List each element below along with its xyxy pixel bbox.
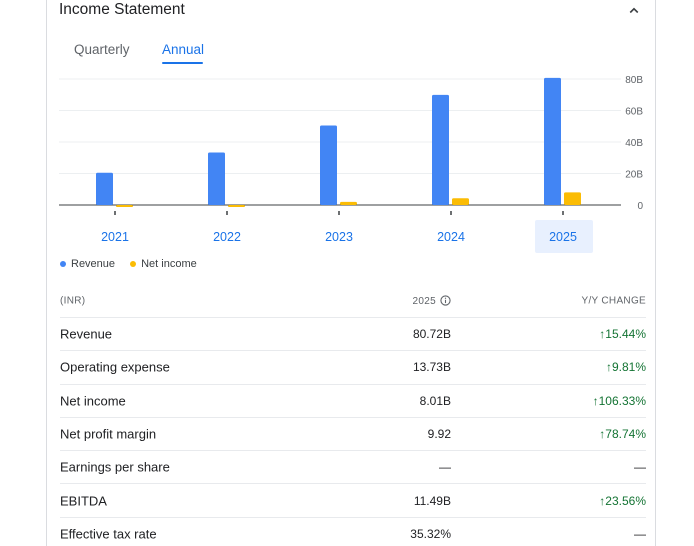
table-row: Operating expense 13.73B ↑9.81% (60, 351, 646, 385)
row-change-value: 9.81% (611, 360, 646, 375)
x-tick-label: 2024 (437, 230, 465, 244)
chart-legend: Revenue Net income (60, 258, 209, 270)
row-label: Operating expense (60, 359, 170, 375)
revenue-bar (208, 152, 225, 205)
table-row: Net income 8.01B ↑106.33% (60, 385, 646, 418)
legend-net-income-label: Net income (141, 258, 197, 270)
active-tab-indicator (162, 62, 203, 64)
table-row: Revenue 80.72B ↑15.44% (60, 318, 646, 352)
x-tick-label: 2023 (325, 230, 353, 244)
period-tabs: Quarterly Annual (47, 40, 655, 70)
y-tick-label: 40B (625, 138, 643, 149)
row-change-value: — (634, 527, 646, 542)
y-tick-label: 60B (625, 107, 643, 118)
x-tick-label: 2022 (213, 230, 241, 244)
header-year-label: 2025 (412, 295, 436, 307)
row-change-value: 78.74% (605, 427, 646, 442)
row-change-value: 106.33% (598, 393, 646, 408)
income-chart: 80B 60B 40B 20B 0 2021 2022 2023 2024 2025 (59, 75, 643, 253)
net-income-bar (228, 205, 245, 207)
row-change-value: 15.44% (605, 327, 646, 342)
net-income-bar (340, 201, 357, 205)
row-value: 11.49B (413, 493, 451, 508)
table-header-row: (INR) 2025 Y/Y CHANGE (60, 284, 646, 318)
card-title: Income Statement (59, 1, 185, 18)
row-change: ↑106.33% (593, 394, 646, 408)
table-row: Effective tax rate 35.32% — (60, 518, 646, 546)
row-change: ↑23.56% (599, 494, 646, 508)
arrow-up-icon: ↑ (592, 393, 599, 408)
net-income-bar (116, 205, 133, 207)
y-tick-label: 0 (637, 201, 643, 212)
legend-revenue-label: Revenue (71, 258, 116, 270)
revenue-dot-icon (60, 261, 66, 267)
header-label: (INR) (60, 295, 86, 306)
row-change: ↑78.74% (599, 427, 646, 441)
table-row: EBITDA 11.49B ↑23.56% (60, 484, 646, 518)
card-header: Income Statement (59, 0, 643, 24)
selected-year-highlight (535, 220, 593, 253)
row-label: EBITDA (60, 493, 107, 509)
row-value: 9.92 (427, 427, 451, 442)
row-label: Revenue (60, 326, 113, 342)
table-row: Earnings per share — — (60, 451, 646, 485)
info-icon[interactable] (440, 294, 451, 306)
chevron-up-icon[interactable] (625, 2, 643, 20)
net-income-bar (564, 192, 581, 205)
row-value: 35.32% (410, 527, 451, 542)
revenue-bar (544, 77, 561, 205)
row-change: ↑9.81% (606, 360, 646, 374)
tab-quarterly[interactable]: Quarterly (74, 42, 130, 57)
row-label: Effective tax rate (60, 526, 157, 542)
y-tick-label: 20B (625, 170, 643, 181)
income-statement-card: Income Statement Quarterly Annual 80B 60B… (46, 0, 656, 546)
header-year: 2025 (412, 294, 451, 307)
header-change: Y/Y CHANGE (581, 295, 646, 306)
row-value: 8.01B (419, 393, 451, 408)
revenue-bar (96, 172, 113, 205)
row-change-value: 23.56% (605, 493, 646, 508)
net-income-dot-icon (130, 261, 137, 267)
row-value: — (439, 460, 451, 475)
arrow-up-icon: ↑ (599, 327, 606, 342)
row-label: Net income (60, 393, 126, 409)
row-label: Net profit margin (60, 426, 157, 442)
arrow-up-icon: ↑ (599, 493, 606, 508)
revenue-bar (432, 94, 449, 205)
financials-table: (INR) 2025 Y/Y CHANGE Revenue 80.72B ↑15.4… (60, 284, 646, 546)
legend-revenue: Revenue (60, 258, 115, 270)
tab-annual[interactable]: Annual (162, 42, 205, 57)
row-change: ↑15.44% (599, 327, 646, 341)
row-value: 13.73B (412, 360, 451, 375)
net-income-bar (452, 198, 469, 205)
table-row: Net profit margin 9.92 ↑78.74% (60, 418, 646, 452)
y-tick-label: 80B (625, 75, 643, 86)
row-value: 80.72B (412, 327, 451, 342)
row-change: — (634, 527, 646, 541)
arrow-up-icon: ↑ (599, 427, 606, 442)
row-change: — (634, 460, 646, 474)
x-tick-label: 2021 (101, 230, 129, 244)
revenue-bar (320, 125, 337, 205)
row-label: Earnings per share (60, 459, 170, 475)
arrow-up-icon: ↑ (605, 360, 612, 375)
x-tick-label: 2025 (549, 230, 577, 244)
row-change-value: — (634, 460, 646, 475)
legend-net-income: Net income (130, 258, 197, 270)
